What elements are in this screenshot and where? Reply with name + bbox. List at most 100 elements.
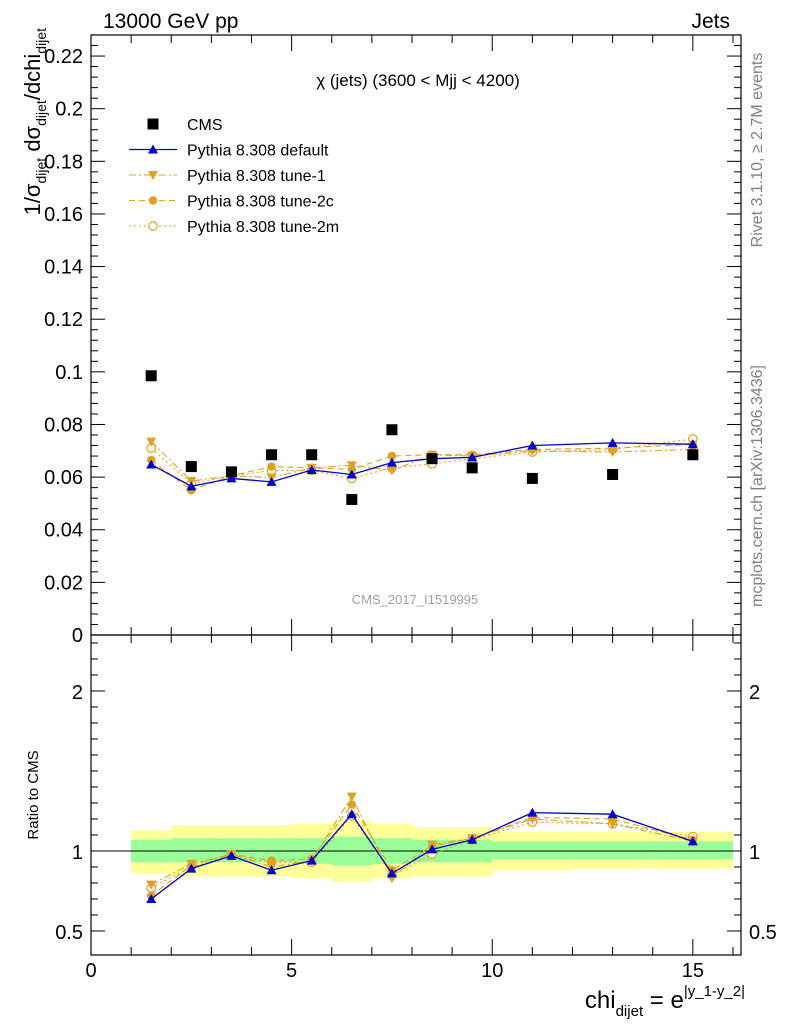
y-tick-label: 0.1: [55, 362, 83, 384]
data-point: [427, 844, 438, 854]
data-point: [467, 834, 478, 844]
ratio-y-axis-label: Ratio to CMS: [25, 750, 42, 839]
data-point: [607, 468, 619, 480]
data-point: [225, 466, 237, 478]
x-tick-label: 15: [682, 960, 704, 982]
data-point: [346, 469, 357, 479]
x-tick-label: 10: [481, 960, 503, 982]
header-left: 13000 GeV pp: [103, 10, 238, 33]
data-point: [148, 144, 158, 154]
data-point: [146, 459, 157, 469]
data-point: [186, 481, 197, 491]
data-point: [607, 437, 618, 447]
data-point: [267, 462, 276, 471]
uncertainty-band-inner: [492, 841, 573, 859]
data-point: [226, 850, 237, 860]
data-point: [147, 118, 159, 130]
data-point: [387, 451, 397, 461]
series-line: [150, 438, 693, 485]
data-point: [148, 196, 158, 205]
ylabel-mid: dσ: [20, 125, 45, 157]
series-line: [150, 811, 694, 900]
watermark: CMS_2017_I1519995: [352, 592, 479, 607]
series-line: [150, 442, 693, 487]
uncertainty-band-inner: [572, 841, 653, 859]
ratio-panel: 0.5 0.5 1 1 2 2 0 5 10 15 Ratio to CMS chidijet =…: [25, 634, 777, 1020]
legend-label: CMS: [187, 117, 223, 134]
main-y-axis-label: 1/σdijet dσdijet/dchidijet: [20, 28, 49, 216]
ylabel-sub1: dijet: [33, 158, 49, 184]
data-point: [346, 809, 357, 819]
data-point: [146, 437, 157, 447]
data-point: [687, 836, 698, 846]
xlabel-mid: = e: [643, 987, 684, 1014]
data-point: [346, 461, 357, 471]
y-tick-label: 0: [72, 625, 83, 647]
y-tick-label: 0.02: [44, 572, 83, 594]
uncertainty-band-inner: [171, 838, 212, 863]
y-tick-label: 1: [72, 842, 83, 864]
ylabel-base: 1/σ: [20, 183, 45, 215]
series-line: [150, 795, 693, 886]
y-tick-label: 0.22: [44, 46, 83, 68]
data-point: [527, 815, 538, 824]
data-point: [186, 863, 197, 873]
data-point: [386, 424, 398, 436]
ratio-series-layer: [146, 792, 698, 903]
header-right: Jets: [691, 10, 730, 33]
data-point: [386, 457, 397, 467]
y-tick-label: 0.06: [44, 467, 83, 489]
rivet-label: Rivet 3.1.10, ≥ 2.7M events: [749, 53, 766, 248]
data-point: [607, 448, 618, 458]
y-tick-label: 0.16: [44, 204, 83, 226]
x-tick-label: 0: [85, 960, 96, 982]
data-point: [346, 493, 358, 505]
y-tick-label: 0.14: [44, 257, 83, 279]
xlabel-base: chi: [585, 987, 616, 1014]
legend-label: Pythia 8.308 tune-2c: [187, 194, 334, 211]
series-line: [150, 441, 693, 482]
ratio-ticks: 0.5 0.5 1 1 2 2 0 5 10 15: [55, 635, 777, 982]
main-ticks: 0 0.02 0.04 0.06 0.08 0.1 0.12 0.14 0.16 0.18 0.2 0…: [44, 35, 741, 647]
main-series-layer: [145, 370, 699, 505]
data-point: [386, 868, 397, 878]
legend-label: Pythia 8.308 tune-2m: [187, 219, 339, 236]
ratio-frame: [90, 634, 742, 956]
x-axis-label: chidijet = e|y_1-y_2|: [585, 983, 745, 1020]
data-point: [306, 465, 317, 474]
y-tick-label: 0.2: [55, 99, 83, 121]
data-point: [687, 439, 698, 449]
data-point: [527, 807, 538, 817]
data-point: [607, 809, 618, 819]
y-tick-label: 0.12: [44, 309, 83, 331]
data-point: [266, 476, 277, 486]
y-tick-label: 0.08: [44, 414, 83, 436]
legend-label: Pythia 8.308 tune-1: [187, 168, 326, 185]
data-point: [266, 865, 277, 875]
data-point: [346, 792, 357, 802]
data-point: [145, 370, 157, 382]
data-point: [687, 449, 699, 461]
data-point: [386, 466, 397, 476]
ylabel-tail: /dchi: [20, 54, 45, 100]
data-point: [306, 449, 318, 461]
data-point: [148, 171, 158, 180]
data-point: [466, 462, 478, 474]
data-point: [347, 800, 357, 809]
uncertainty-band-inner: [652, 841, 733, 859]
x-tick-label: 5: [286, 960, 297, 982]
series-line: [150, 443, 693, 491]
y-tick-label: 0.18: [44, 151, 83, 173]
data-point: [266, 449, 278, 461]
mcplots-label: mcplots.cern.ch [arXiv:1306.3436]: [749, 365, 766, 607]
ylabel-sub3: dijet: [33, 28, 49, 54]
data-point: [467, 452, 478, 462]
ylabel-sub2: dijet: [33, 100, 49, 126]
legend-label: Pythia 8.308 default: [187, 143, 329, 160]
data-point: [148, 221, 158, 231]
y-tick-label-right: 1: [749, 842, 760, 864]
data-point: [426, 453, 438, 465]
y-tick-label-right: 0.5: [749, 922, 777, 944]
main-panel: 0 0.02 0.04 0.06 0.08 0.1 0.12 0.14 0.16 0.18 0.2 0…: [20, 28, 742, 647]
